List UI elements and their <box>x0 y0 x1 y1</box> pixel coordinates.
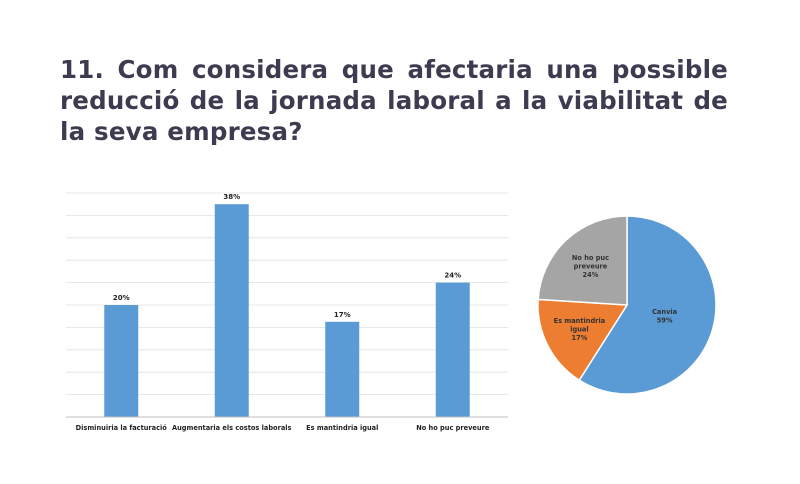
bar-chart-bars <box>104 204 470 417</box>
bar-chart-category-labels: Disminuiria la facturació Augmentaria els… <box>76 424 490 432</box>
bar-category-label: Augmentaria els costos laborals <box>172 424 292 432</box>
pie-chart-slices <box>537 215 717 395</box>
question-title: 11. Com considera que afectaria una poss… <box>60 55 728 146</box>
bar <box>214 204 249 417</box>
bar-category-label: Disminuiria la facturació <box>76 424 168 432</box>
bar <box>435 282 470 417</box>
bar-value-label: 20% <box>113 294 130 302</box>
bar <box>104 305 139 417</box>
pie-slice <box>537 215 628 306</box>
bar-category-label: No ho puc preveure <box>416 424 490 432</box>
bar-chart-value-labels: 20% 38% 17% 24% <box>113 193 461 319</box>
bar-value-label: 38% <box>223 193 240 201</box>
pie-slice-label: Es mantindria igual 17% <box>554 317 606 342</box>
pie-slice-label: Canvia 59% <box>652 308 677 325</box>
bar-value-label: 24% <box>444 272 461 280</box>
pie-slice <box>578 215 717 395</box>
pie-slice-label: No ho puc preveure 24% <box>572 254 609 279</box>
bar-category-label: Es mantindria igual <box>306 424 378 432</box>
pie-slice <box>537 298 629 382</box>
bar-value-label: 17% <box>334 311 351 319</box>
bar <box>325 321 360 417</box>
pie-chart-labels: Canvia 59% Es mantindria igual 17% No ho puc p… <box>554 254 677 342</box>
bar-chart-gridlines <box>66 192 508 396</box>
